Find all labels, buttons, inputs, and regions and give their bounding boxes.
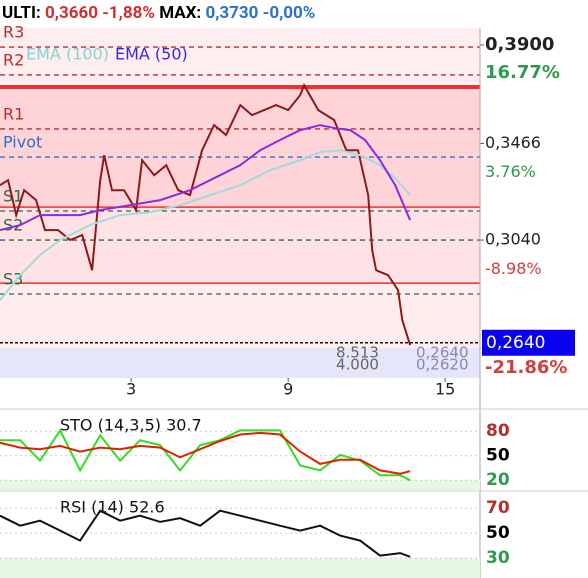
x-tick-label: 9 (283, 380, 293, 399)
series-line (0, 428, 411, 482)
current-box (482, 329, 575, 356)
panel-title: STO (14,3,5) 30.7 (60, 416, 202, 435)
series-line (0, 124, 412, 232)
label: MAX: (159, 3, 202, 23)
series-line (0, 149, 411, 301)
price-label: 0,2620 (416, 355, 469, 373)
y2-tick-label: -8.98% (485, 259, 542, 278)
pivot-label: Pivot (3, 133, 42, 152)
x-tick-label: 3 (126, 380, 136, 399)
header: ULTI: 0,3660 -1,88% MAX: 0,3730 -0,00% (2, 3, 315, 23)
current-label: 0,2640 (486, 333, 545, 353)
volume-label: 8.513 (336, 343, 379, 361)
value: 0,3730 (205, 3, 259, 23)
legend-entry: EMA (100) (26, 45, 109, 64)
oversold-zone (0, 480, 480, 490)
pivot-label: S2 (3, 216, 23, 235)
value: -0,00% (262, 3, 316, 23)
label: ULTI: (2, 3, 41, 23)
y-tick-label: 80 (486, 421, 510, 441)
value: -1,88% (102, 3, 155, 23)
y-tick-label: 50 (486, 523, 510, 543)
y-tick-label: 50 (486, 446, 510, 466)
volume-area (0, 348, 480, 378)
zone (0, 207, 480, 284)
x-tick-label: 15 (435, 380, 455, 399)
panel-title: RSI (14) 52.6 (60, 498, 165, 517)
pivot-label: S3 (3, 270, 23, 289)
y-tick-label: 20 (486, 470, 510, 490)
y2-tick-label: 3.76% (485, 162, 536, 181)
y-tick-label: 70 (486, 498, 510, 518)
pivot-label: R3 (3, 23, 24, 42)
pivot-label: R1 (3, 104, 24, 123)
y-tick-label: 0,3900 (485, 34, 554, 55)
oversold-zone (0, 558, 480, 578)
pivot-label: S1 (3, 187, 23, 206)
y-tick-label: 30 (486, 548, 510, 568)
price-label: 0,2640 (416, 343, 469, 361)
pivot-label: R2 (3, 50, 24, 69)
volume-label: 4.000 (336, 355, 379, 373)
y-tick-label: 0,3040 (485, 230, 541, 249)
y-tick-label: 0,3466 (485, 133, 541, 152)
series-line (0, 509, 411, 558)
series-line (0, 431, 411, 475)
y2-tick-label: -21.86% (485, 357, 567, 378)
legend-entry: EMA (50) (115, 45, 188, 64)
y2-tick-label: 16.77% (485, 62, 560, 83)
value: 0,3660 (45, 3, 98, 23)
